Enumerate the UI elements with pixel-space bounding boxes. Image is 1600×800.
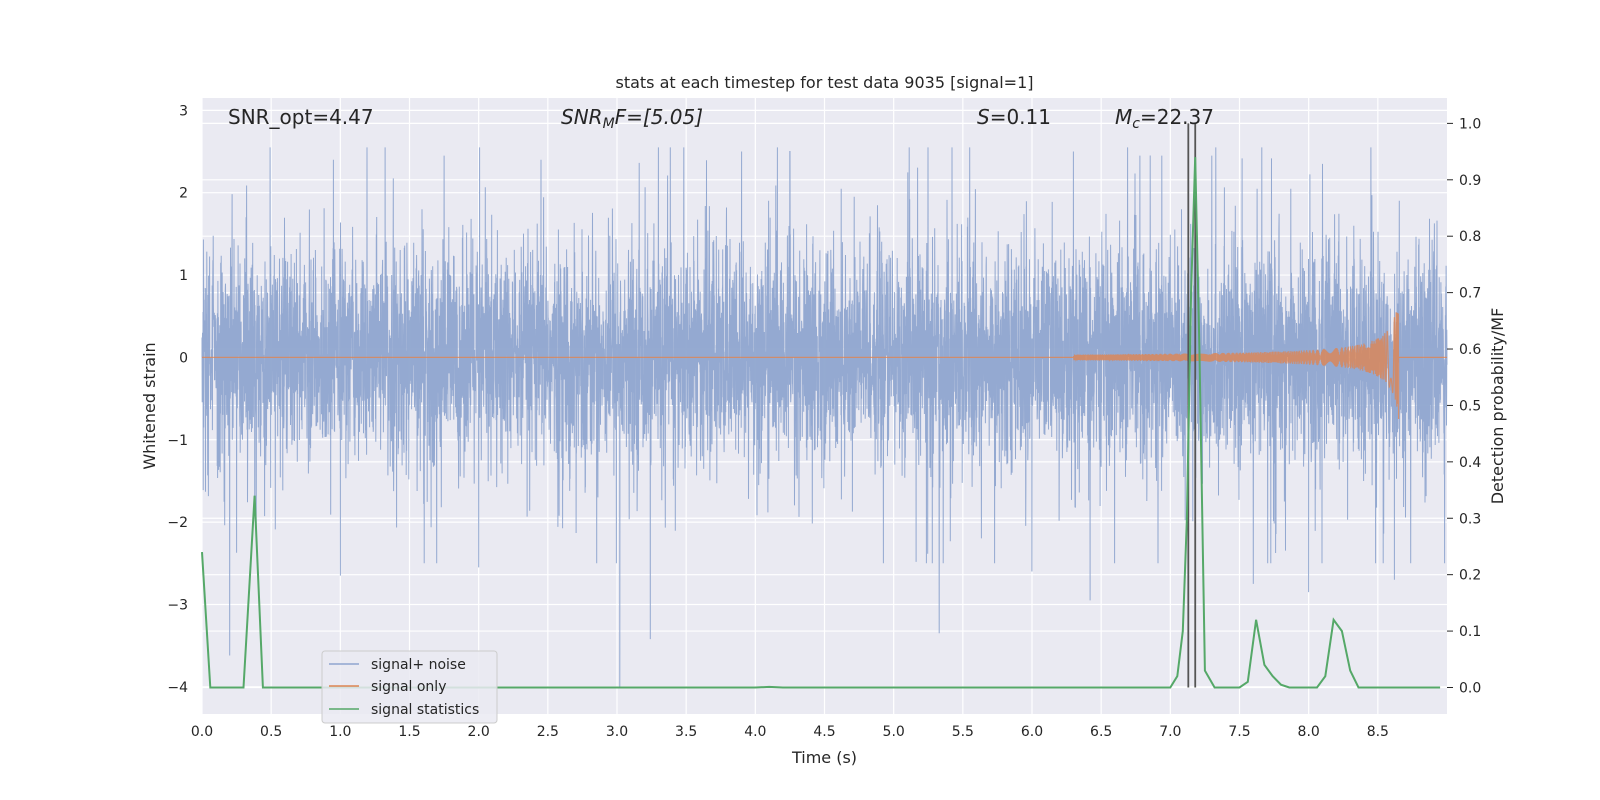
- annotation-mc-suffix: =22.37: [1140, 105, 1214, 129]
- annotation-snr-mf-suffix-text: F=[5.05]: [615, 105, 703, 129]
- x-tick-label: 3.0: [606, 724, 628, 740]
- x-tick-label: 2.5: [537, 724, 559, 740]
- y-axis-left-label: Whitened strain: [140, 342, 159, 469]
- annotation-mc-sub: c: [1132, 116, 1140, 132]
- y-axis-right-ticks: 0.0 0.1 0.2 0.3 0.4 0.5 0.6 0.7 0.8 0.9 1.0: [1447, 116, 1481, 696]
- x-tick-label: 7.5: [1228, 724, 1250, 740]
- x-tick-label: 3.5: [675, 724, 697, 740]
- series-signal-noise: [201, 147, 1448, 687]
- series-signal-statistics: [201, 157, 1441, 689]
- x-tick-label: 5.5: [952, 724, 974, 740]
- x-tick-label: 1.5: [398, 724, 420, 740]
- annotation-s: S=0.11: [977, 105, 1051, 129]
- annotation-snr-mf: SNRMF=[5.05]: [561, 105, 703, 132]
- signal-statistics-line: [201, 157, 1441, 689]
- y-right-tick-label: 0.7: [1459, 286, 1481, 302]
- x-tick-label: 0.0: [191, 724, 213, 740]
- x-tick-label: 6.5: [1090, 724, 1112, 740]
- y-right-tick-label: 0.5: [1459, 398, 1481, 414]
- y-right-tick-label: 0.9: [1459, 173, 1481, 189]
- x-axis-ticks: 0.0 0.5 1.0 1.5 2.0 2.5 3.0 3.5 4.0 4.5 5.0 5.5 6.0 6…: [191, 724, 1389, 740]
- y-axis-left-ticks: −4 −3 −2 −1 0 1 2 3: [167, 103, 188, 695]
- annotation-snr-mf-prefix: SNR: [561, 105, 603, 129]
- y-left-tick-label: 3: [179, 103, 188, 119]
- y-right-tick-label: 0.3: [1459, 511, 1481, 527]
- x-tick-label: 4.5: [813, 724, 835, 740]
- annotation-snr-mf-suffix: F=[5.05]: [615, 105, 703, 129]
- legend-label-signal-noise: signal+ noise: [371, 657, 466, 673]
- y-right-tick-label: 0.2: [1459, 568, 1481, 584]
- y-right-tick-label: 0.8: [1459, 229, 1481, 245]
- x-tick-label: 8.5: [1367, 724, 1389, 740]
- x-tick-label: 4.0: [744, 724, 766, 740]
- legend-box: [321, 650, 498, 724]
- y-right-tick-label: 1.0: [1459, 116, 1481, 132]
- y-left-tick-label: −1: [167, 433, 188, 449]
- x-tick-label: 2.0: [468, 724, 490, 740]
- y-left-tick-label: −3: [167, 597, 188, 613]
- annotation-snr-opt: SNR_opt=4.47: [228, 105, 374, 129]
- y-right-tick-label: 0.1: [1459, 624, 1481, 640]
- x-tick-label: 8.0: [1298, 724, 1320, 740]
- legend-label-signal-only: signal only: [371, 679, 446, 695]
- y-left-tick-label: 1: [179, 268, 188, 284]
- legend-label-signal-statistics: signal statistics: [371, 702, 479, 718]
- y-right-tick-label: 0.4: [1459, 455, 1481, 471]
- signal-noise-line: [201, 147, 1448, 687]
- annotation-s-prefix: S: [977, 105, 990, 129]
- legend: signal+ noise signal only signal statist…: [321, 650, 498, 724]
- x-tick-label: 7.0: [1159, 724, 1181, 740]
- y-right-tick-label: 0.0: [1459, 680, 1481, 696]
- annotation-mc: Mc=22.37: [1115, 105, 1214, 132]
- y-axis-right-label: Detection probability/MF: [1488, 308, 1507, 505]
- annotation-snr-mf-sub: M: [603, 116, 615, 132]
- annotation-s-suffix: =0.11: [990, 105, 1051, 129]
- x-tick-label: 1.0: [329, 724, 351, 740]
- y-left-tick-label: 2: [179, 186, 188, 202]
- y-left-tick-label: −4: [167, 680, 188, 696]
- y-left-tick-label: 0: [179, 350, 188, 366]
- chart-title: stats at each timestep for test data 903…: [615, 73, 1033, 92]
- y-left-tick-label: −2: [167, 515, 188, 531]
- x-tick-label: 5.0: [883, 724, 905, 740]
- x-tick-label: 0.5: [260, 724, 282, 740]
- x-tick-label: 6.0: [1021, 724, 1043, 740]
- y-right-tick-label: 0.6: [1459, 342, 1481, 358]
- x-axis-label: Time (s): [791, 748, 857, 767]
- annotation-mc-prefix: M: [1115, 105, 1132, 129]
